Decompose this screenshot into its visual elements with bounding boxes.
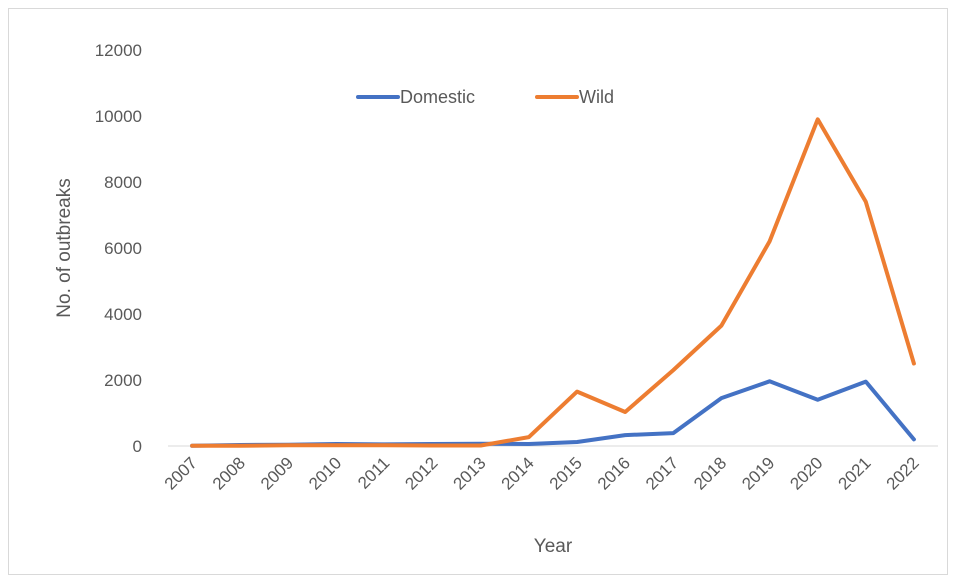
y-tick-label: 10000 <box>95 107 142 126</box>
y-tick-label: 2000 <box>104 371 142 390</box>
series-line-wild <box>190 117 916 448</box>
x-axis-ticks: 2007 2008 2009 2010 2011 2012 2013 2014 2015 2016… <box>161 453 923 493</box>
y-axis-ticks: 0 2000 4000 6000 8000 10000 12000 <box>95 41 142 456</box>
x-tick-label: 2018 <box>690 453 730 493</box>
y-axis-title: No. of outbreaks <box>54 178 75 317</box>
x-tick-label: 2008 <box>209 453 249 493</box>
x-tick-label: 2017 <box>642 453 682 493</box>
x-tick-label: 2022 <box>883 453 923 493</box>
y-tick-label: 12000 <box>95 41 142 60</box>
y-tick-label: 4000 <box>104 305 142 324</box>
x-tick-label: 2014 <box>498 453 538 493</box>
y-tick-label: 8000 <box>104 173 142 192</box>
y-tick-label: 6000 <box>104 239 142 258</box>
series-lines <box>190 117 916 448</box>
x-tick-label: 2016 <box>594 453 634 493</box>
x-tick-label: 2015 <box>546 453 586 493</box>
y-tick-label: 0 <box>133 437 142 456</box>
x-tick-label: 2007 <box>161 453 201 493</box>
chart-frame <box>8 8 948 575</box>
x-tick-label: 2021 <box>834 453 874 493</box>
x-tick-label: 2010 <box>305 453 345 493</box>
x-tick-label: 2011 <box>354 453 393 492</box>
x-tick-label: 2009 <box>257 453 297 493</box>
legend-label-domestic: Domestic <box>400 87 475 107</box>
x-tick-label: 2012 <box>401 453 441 493</box>
x-axis-title: Year <box>534 536 573 557</box>
x-tick-label: 2013 <box>449 453 489 493</box>
legend-label-wild: Wild <box>579 87 614 107</box>
x-tick-label: 2019 <box>738 453 778 493</box>
legend: Domestic Wild <box>356 87 614 107</box>
x-tick-label: 2020 <box>786 453 826 493</box>
